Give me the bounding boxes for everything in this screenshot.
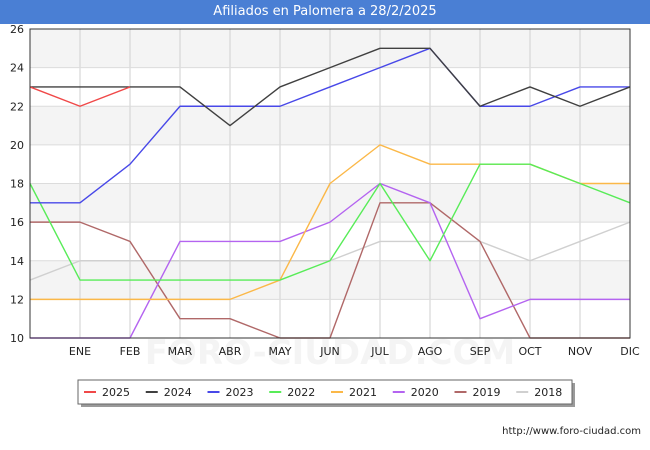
legend-label-2023: 2023	[226, 386, 254, 399]
plot-border	[29, 28, 631, 339]
x-tick-label: AGO	[418, 345, 443, 358]
legend: 2025 2024 2023 2022 2021 2020 2019 2018	[77, 379, 575, 407]
y-tick-label: 10	[10, 332, 24, 345]
legend-label-2020: 2020	[411, 386, 439, 399]
series-line-2023	[30, 47, 630, 204]
chart-title: Afiliados en Palomera a 28/2/2025	[213, 4, 437, 19]
watermark: FORO-CIUDAD.COM	[145, 333, 516, 373]
y-tick-label: 14	[10, 255, 24, 268]
x-tick-label: JUL	[370, 345, 389, 358]
x-tick-label: MAY	[269, 345, 292, 358]
legend-label-2022: 2022	[287, 386, 315, 399]
chart-title-bar: Afiliados en Palomera a 28/2/2025	[0, 0, 650, 24]
y-tick-label: 24	[10, 62, 24, 75]
x-tick-label: MAR	[168, 345, 193, 358]
axes: 10 12 14 16 18 20 22 24 26 ENE FEB MAR ABR MAY JUN JUL A…	[10, 24, 640, 358]
x-tick-label: DIC	[620, 345, 640, 358]
y-tick-label: 20	[10, 139, 24, 152]
series-line-2025	[29, 86, 131, 107]
legend-label-2021: 2021	[349, 386, 377, 399]
legend-label-2024: 2024	[164, 386, 192, 399]
y-tick-label: 22	[10, 100, 24, 113]
y-tick-label: 12	[10, 293, 24, 306]
source-url[interactable]: http://www.foro-ciudad.com	[502, 426, 641, 437]
x-tick-label: JUN	[319, 345, 340, 358]
legend-label-2025: 2025	[102, 386, 130, 399]
x-tick-label: OCT	[518, 345, 541, 358]
legend-box	[77, 379, 573, 405]
x-tick-label: SEP	[470, 345, 491, 358]
legend-label-2019: 2019	[473, 386, 501, 399]
y-tick-label: 18	[10, 178, 24, 191]
series-line-2022	[29, 163, 631, 281]
x-tick-label: ENE	[69, 345, 91, 358]
x-tick-label: FEB	[120, 345, 141, 358]
x-tick-label: ABR	[219, 345, 242, 358]
legend-label-2018: 2018	[534, 386, 562, 399]
y-tick-label: 16	[10, 216, 24, 229]
y-tick-label: 26	[10, 24, 24, 36]
x-tick-label: NOV	[568, 345, 593, 358]
